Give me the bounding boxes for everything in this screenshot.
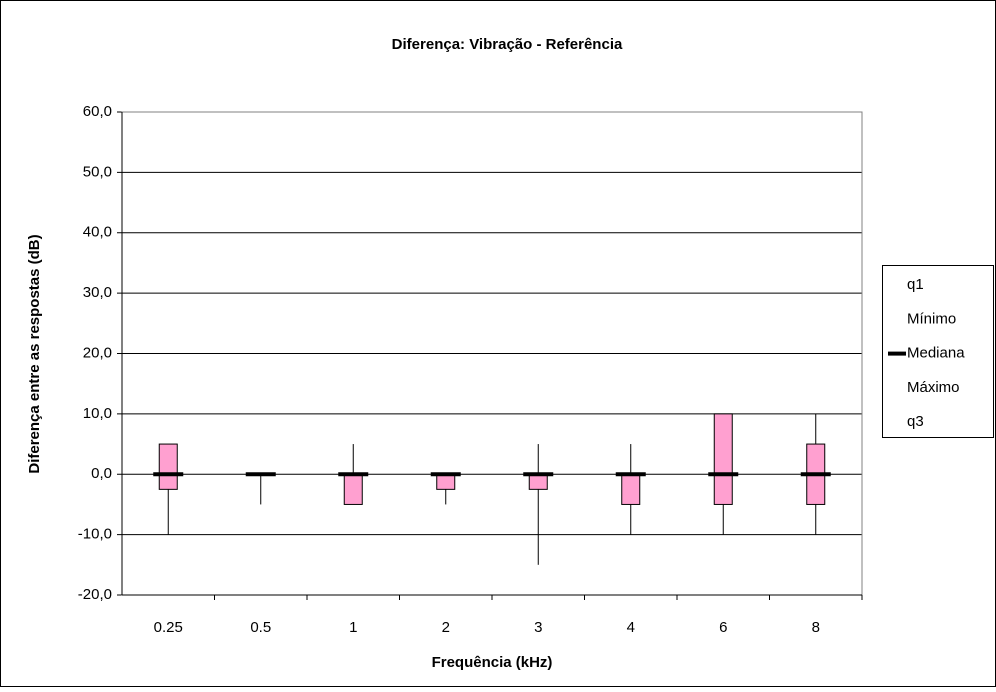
x-tick-label: 2 xyxy=(442,619,450,636)
box xyxy=(528,473,548,490)
box xyxy=(158,443,178,490)
median xyxy=(523,472,554,477)
y-tick-label: -20,0 xyxy=(78,586,112,603)
legend-label: q3 xyxy=(907,413,924,430)
x-axis-label: Frequência (kHz) xyxy=(432,654,553,671)
x-tick-label: 6 xyxy=(719,619,727,636)
box xyxy=(621,473,641,505)
y-tick-label: 60,0 xyxy=(83,103,112,120)
x-tick-label: 0.25 xyxy=(154,619,183,636)
x-tick-label: 1 xyxy=(349,619,357,636)
y-tick-label: 10,0 xyxy=(83,405,112,422)
y-tick-label: -10,0 xyxy=(78,526,112,543)
y-axis-label: Diferença entre as respostas (dB) xyxy=(26,234,43,473)
y-tick-label: 20,0 xyxy=(83,344,112,361)
median xyxy=(615,472,646,477)
median xyxy=(430,472,461,477)
legend-label: q1 xyxy=(907,276,924,293)
legend-label: Mínimo xyxy=(907,310,956,327)
median xyxy=(153,472,184,477)
x-tick-label: 4 xyxy=(627,619,635,636)
x-tick-label: 3 xyxy=(534,619,542,636)
median xyxy=(338,472,369,477)
median xyxy=(708,472,739,477)
median xyxy=(245,472,276,477)
y-tick-label: 30,0 xyxy=(83,284,112,301)
legend-label: Mediana xyxy=(907,345,965,362)
legend-swatch xyxy=(888,351,906,356)
box xyxy=(713,413,733,505)
y-tick-label: 40,0 xyxy=(83,224,112,241)
x-tick-label: 0.5 xyxy=(250,619,271,636)
legend-label: Máximo xyxy=(907,379,960,396)
x-tick-label: 8 xyxy=(812,619,820,636)
y-tick-label: 50,0 xyxy=(83,163,112,180)
median xyxy=(800,472,831,477)
box xyxy=(343,473,363,505)
legend-box xyxy=(882,265,994,438)
y-tick-label: 0,0 xyxy=(91,465,112,482)
box xyxy=(436,473,456,490)
chart-title: Diferença: Vibração - Referência xyxy=(392,36,623,53)
